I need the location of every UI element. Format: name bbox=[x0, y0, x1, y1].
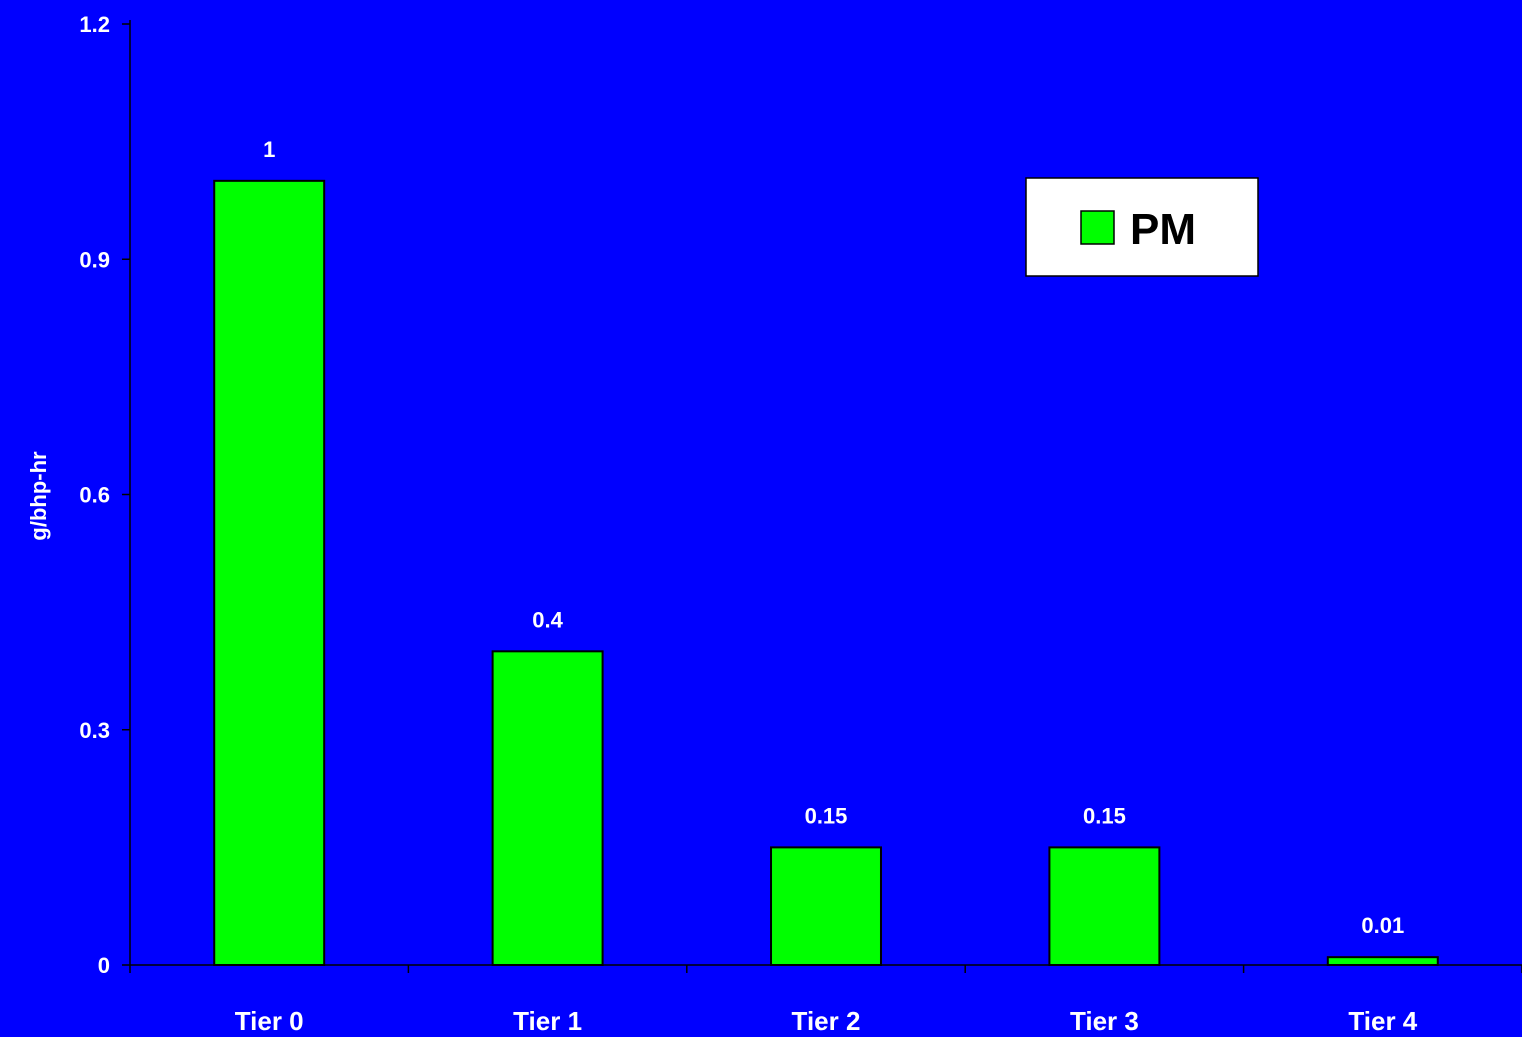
category-labels: Tier 0 Tier 1 Tier 2 Tier 3 Tier 4 bbox=[235, 1006, 1418, 1036]
data-label: 0.15 bbox=[805, 803, 848, 828]
bar-tier-1 bbox=[491, 650, 604, 966]
y-tick-label: 0.3 bbox=[79, 718, 110, 743]
y-tick-label: 1.2 bbox=[79, 12, 110, 37]
bar-tier-4 bbox=[1326, 956, 1439, 966]
data-label: 0.15 bbox=[1083, 803, 1126, 828]
x-category-label: Tier 0 bbox=[235, 1006, 304, 1036]
data-labels: 1 0.4 0.15 0.15 0.01 bbox=[263, 137, 1404, 938]
data-label: 0.4 bbox=[532, 607, 563, 632]
x-category-label: Tier 2 bbox=[792, 1006, 861, 1036]
bar-tier-0 bbox=[213, 179, 326, 967]
data-label: 1 bbox=[263, 137, 275, 162]
y-tick-label: 0 bbox=[98, 953, 110, 978]
y-axis-title: g/bhp-hr bbox=[26, 451, 51, 541]
x-category-label: Tier 4 bbox=[1348, 1006, 1417, 1036]
legend-swatch bbox=[1080, 210, 1115, 245]
legend-label: PM bbox=[1130, 205, 1196, 254]
y-axis-ticks: 0 0.3 0.6 0.9 1.2 bbox=[79, 12, 130, 978]
x-category-label: Tier 3 bbox=[1070, 1006, 1139, 1036]
data-label: 0.01 bbox=[1361, 913, 1404, 938]
bar-tier-3 bbox=[1048, 846, 1161, 966]
y-tick-label: 0.9 bbox=[79, 247, 110, 272]
x-category-label: Tier 1 bbox=[513, 1006, 582, 1036]
axes bbox=[129, 20, 1522, 973]
legend: PM bbox=[1025, 177, 1259, 277]
y-tick-label: 0.6 bbox=[79, 483, 110, 508]
legend-box bbox=[1025, 177, 1259, 277]
bars bbox=[213, 179, 1439, 967]
bar-tier-2 bbox=[770, 846, 882, 966]
